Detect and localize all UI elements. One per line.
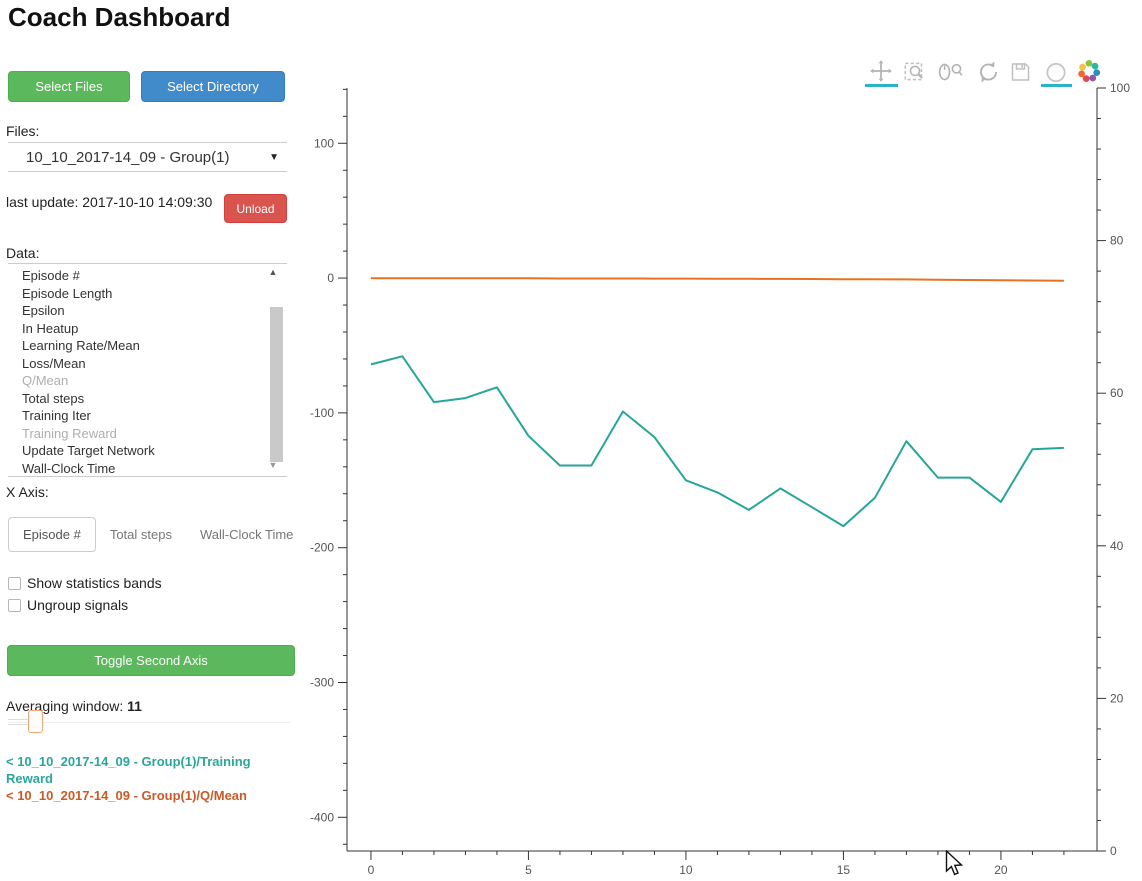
- svg-text:20: 20: [1110, 691, 1124, 705]
- averaging-window-value: 11: [127, 698, 142, 714]
- x-axis-label: X Axis:: [6, 484, 49, 500]
- svg-text:40: 40: [1110, 539, 1124, 553]
- x-axis-option-total-steps[interactable]: Total steps: [109, 527, 172, 542]
- toggle-second-axis-button[interactable]: Toggle Second Axis: [7, 645, 295, 676]
- svg-text:-200: -200: [310, 541, 334, 555]
- wheel-zoom-tool-icon[interactable]: [936, 59, 964, 90]
- data-label: Data:: [6, 245, 40, 261]
- svg-text:20: 20: [994, 863, 1008, 877]
- ungroup-signals-label: Ungroup signals: [27, 597, 129, 613]
- unload-button[interactable]: Unload: [224, 194, 287, 223]
- dropdown-caret-icon: ▼: [269, 152, 279, 163]
- svg-text:0: 0: [368, 863, 375, 877]
- x-axis-radio-group: Episode # Total steps Wall-Clock Time: [8, 517, 307, 552]
- reset-tool-icon[interactable]: [975, 59, 1002, 90]
- legend-entry-1[interactable]: < 10_10_2017-14_09 - Group(1)/Q/Mean: [6, 788, 247, 803]
- svg-text:-400: -400: [310, 810, 334, 824]
- svg-text:15: 15: [837, 863, 851, 877]
- data-item-epsilon[interactable]: Epsilon: [22, 303, 65, 318]
- scroll-down-icon[interactable]: ▼: [268, 460, 278, 470]
- data-item-in-heatup[interactable]: In Heatup: [22, 320, 79, 336]
- data-item-q-mean[interactable]: Q/Mean: [22, 373, 69, 388]
- data-item-training-reward[interactable]: Training Reward: [22, 425, 117, 441]
- ungroup-signals-checkbox[interactable]: [8, 599, 21, 612]
- data-item-total-steps[interactable]: Total steps: [22, 390, 85, 406]
- svg-text:-300: -300: [310, 675, 334, 689]
- select-files-button[interactable]: Select Files: [8, 71, 130, 102]
- scrollbar-thumb[interactable]: [270, 307, 283, 462]
- hover-tool-active-indicator: [1041, 84, 1072, 87]
- box-zoom-tool-icon[interactable]: [902, 59, 928, 90]
- file-select-value: 10_10_2017-14_09 - Group(1): [26, 149, 230, 166]
- save-tool-icon[interactable]: [1008, 60, 1033, 89]
- bokeh-logo-icon[interactable]: [1076, 58, 1102, 89]
- data-item-episode[interactable]: Episode #: [22, 268, 80, 283]
- data-item-learning-rate-mean[interactable]: Learning Rate/Mean: [22, 338, 140, 353]
- files-label: Files:: [6, 123, 40, 139]
- select-directory-button[interactable]: Select Directory: [141, 71, 285, 102]
- file-select-dropdown[interactable]: 10_10_2017-14_09 - Group(1) ▼: [8, 142, 287, 172]
- x-axis-option-wall-clock-time[interactable]: Wall-Clock Time: [199, 527, 294, 542]
- averaging-window-slider-fill: [8, 719, 28, 725]
- svg-text:-100: -100: [310, 406, 334, 420]
- averaging-window-label: Averaging window:: [6, 698, 124, 714]
- show-statistics-bands-checkbox[interactable]: [8, 577, 21, 590]
- pan-tool-active-indicator: [865, 84, 898, 87]
- averaging-window-row: Averaging window: 11: [6, 698, 142, 714]
- line-chart-plot[interactable]: 100 0 -100 -200 -300 -400 100 80 60 40 20 0 0 5 10 15 20: [296, 80, 1142, 881]
- scroll-up-icon[interactable]: ▲: [268, 267, 278, 277]
- svg-text:0: 0: [327, 271, 334, 285]
- data-item-wall-clock-time[interactable]: Wall-Clock Time: [22, 460, 116, 476]
- svg-text:80: 80: [1110, 234, 1124, 248]
- pan-tool-icon[interactable]: [866, 58, 896, 89]
- svg-text:100: 100: [314, 136, 334, 150]
- data-signal-list[interactable]: Episode # Episode Length Epsilon In Heatup L…: [8, 263, 287, 477]
- svg-text:5: 5: [525, 863, 532, 877]
- data-item-training-iter[interactable]: Training Iter: [22, 408, 91, 423]
- data-item-episode-length[interactable]: Episode Length: [22, 285, 113, 301]
- svg-text:60: 60: [1110, 386, 1124, 400]
- show-statistics-bands-label: Show statistics bands: [27, 575, 162, 591]
- svg-text:100: 100: [1110, 81, 1130, 95]
- svg-text:10: 10: [679, 863, 693, 877]
- last-update-text: last update: 2017-10-10 14:09:30: [6, 194, 213, 210]
- data-item-loss-mean[interactable]: Loss/Mean: [22, 355, 86, 371]
- averaging-window-slider-track[interactable]: [8, 722, 290, 723]
- hover-tool-icon[interactable]: [1043, 60, 1069, 90]
- legend-entry-0[interactable]: < 10_10_2017-14_09 - Group(1)/Training R…: [6, 754, 251, 786]
- averaging-window-slider-handle[interactable]: [28, 710, 43, 733]
- x-axis-option-episode[interactable]: Episode #: [8, 517, 96, 552]
- data-item-update-target-network[interactable]: Update Target Network: [22, 443, 155, 458]
- svg-text:0: 0: [1110, 844, 1117, 858]
- chart-legend: < 10_10_2017-14_09 - Group(1)/Training R…: [6, 753, 298, 804]
- page-title: Coach Dashboard: [8, 2, 231, 32]
